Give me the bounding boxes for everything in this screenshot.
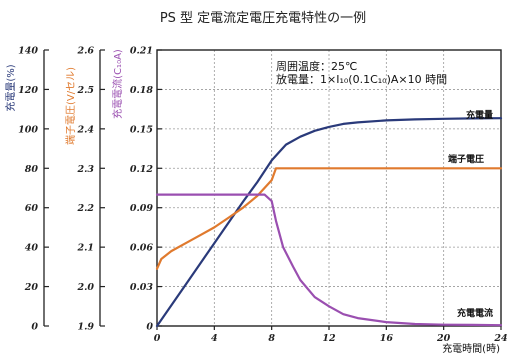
current-axis-tick-label: 0.03 xyxy=(130,282,154,293)
x-axis-title: 充電時間(時) xyxy=(442,342,500,355)
voltage-axis-title: 端子電圧(V/セル) xyxy=(64,67,77,145)
voltage-axis-tick-label: 2.0 xyxy=(76,282,94,293)
series-label-current: 充電電流 xyxy=(457,307,493,319)
voltage-axis-tick-label: 2.2 xyxy=(76,203,94,214)
current-axis-tick-label: 0 xyxy=(146,322,153,333)
current-axis: 0 0.03 0.06 0.09 0.12 0.15 0.18 0.21 xyxy=(130,46,162,333)
charge-axis-tick-label: 0 xyxy=(31,322,38,333)
condition-note-line-2: 放電量：1×I₁₀(0.1C₁₀)A×10 時間 xyxy=(276,72,447,86)
current-axis-tick-label: 0.18 xyxy=(130,85,154,96)
grid xyxy=(157,50,501,326)
series-label-charge: 充電量 xyxy=(466,109,493,121)
voltage-axis-tick-label: 2.1 xyxy=(76,243,94,254)
charge-axis-tick-label: 100 xyxy=(18,124,38,135)
x-axis-tick-label: 8 xyxy=(268,333,275,344)
charge-axis-tick-label: 80 xyxy=(25,164,39,175)
x-axis-tick-label: 16 xyxy=(380,333,394,344)
x-axis-tick-label: 4 xyxy=(211,333,218,344)
voltage-axis-tick-label: 2.6 xyxy=(76,46,94,57)
voltage-axis-tick-label: 2.5 xyxy=(76,85,94,96)
current-axis-tick-label: 0.15 xyxy=(130,124,154,135)
current-axis-title: 充電電流(C₁₀A) xyxy=(111,49,124,119)
voltage-axis-tick-label: 2.3 xyxy=(76,164,94,175)
chart-title: PS 型 定電流定電圧充電特性の一例 xyxy=(160,10,366,26)
charge-axis: 0 20 40 60 80 100 120 140 xyxy=(18,46,49,333)
series-line-charge xyxy=(155,117,503,328)
x-axis-tick-label: 12 xyxy=(322,333,336,344)
x-axis-tick-label: 20 xyxy=(436,333,451,344)
x-axis-tick-label: 24 xyxy=(493,333,507,344)
series-layer xyxy=(155,117,503,328)
voltage-axis: 1.9 2.0 2.1 2.2 2.3 2.4 2.5 2.6 xyxy=(76,46,105,333)
x-axis-tick-label: 0 xyxy=(154,333,161,344)
series-line-current xyxy=(155,193,503,327)
current-axis-tick-label: 0.06 xyxy=(130,243,154,254)
series-label-voltage: 端子電圧 xyxy=(448,153,484,165)
charge-axis-tick-label: 60 xyxy=(25,203,39,214)
current-axis-tick-label: 0.12 xyxy=(130,164,154,175)
charge-axis-tick-label: 40 xyxy=(25,243,39,254)
charge-axis-tick-label: 140 xyxy=(18,46,38,57)
voltage-axis-tick-label: 1.9 xyxy=(77,322,94,333)
voltage-axis-tick-label: 2.4 xyxy=(76,124,94,135)
current-axis-tick-label: 0.21 xyxy=(130,46,153,57)
condition-note-line-1: 周囲温度：25℃ xyxy=(276,59,357,73)
charge-axis-tick-label: 20 xyxy=(24,282,39,293)
current-axis-tick-label: 0.09 xyxy=(130,203,154,214)
x-axis: 0 4 8 12 16 20 24 xyxy=(154,326,508,344)
charge-axis-title: 充電量(%) xyxy=(4,64,17,111)
series-line-voltage xyxy=(155,167,503,270)
charge-axis-tick-label: 120 xyxy=(18,85,38,96)
